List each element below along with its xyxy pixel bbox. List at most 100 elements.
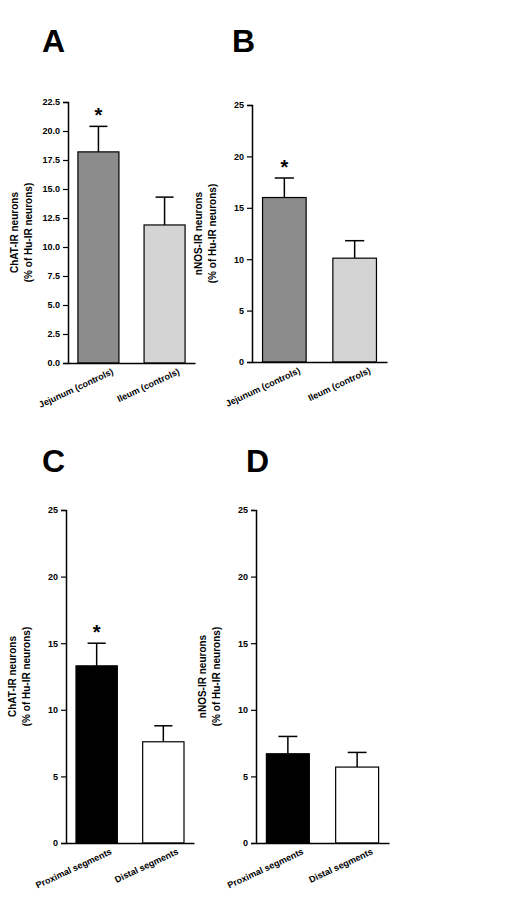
tick-label: 17.5 (42, 155, 60, 165)
x-axis: Proximal segmentsDistal segments (226, 843, 390, 890)
tick-label: 5.0 (47, 300, 60, 310)
tick-label: 20 (234, 152, 244, 162)
category-tick: Proximal segments (226, 843, 305, 890)
x-axis-line (253, 362, 388, 364)
category-label: Ileum (controls) (307, 365, 372, 403)
error-bar (348, 752, 367, 767)
panel-title: C (42, 443, 65, 479)
tick-mark (247, 259, 252, 260)
tick-label: 25 (238, 505, 248, 515)
error-stem (354, 241, 356, 258)
tick-label: 20 (48, 572, 58, 582)
tick-mark (63, 334, 68, 335)
error-cap (345, 240, 364, 242)
error-stem (96, 643, 98, 666)
tick: 12.5 (42, 213, 68, 223)
tick-mark (63, 131, 68, 132)
figure: A0.02.55.07.510.012.515.017.520.022.5Jej… (0, 0, 515, 918)
tick-label: 0 (243, 838, 248, 848)
category-tick: Jejunum (controls) (224, 362, 302, 409)
error-stem (356, 752, 358, 767)
tick-mark (63, 276, 68, 277)
error-cap (154, 725, 172, 727)
tick-label: 0 (53, 838, 58, 848)
category-label: Proximal segments (34, 846, 113, 890)
plot-area (266, 736, 378, 843)
category-label: Jejunum (controls) (224, 365, 302, 408)
tick-mark (247, 105, 252, 106)
tick-mark (63, 160, 68, 161)
tick-label: 10.0 (42, 242, 60, 252)
error-bar (89, 126, 107, 152)
tick: 20.0 (42, 126, 68, 136)
tick-mark (61, 843, 66, 844)
y-axis-line (63, 103, 69, 364)
x-axis-line (69, 363, 196, 365)
panel: B0510152025Jejunum (controls)Ileum (cont… (193, 23, 388, 409)
error-bar (275, 178, 294, 198)
tick-mark (247, 156, 252, 157)
tick: 0 (243, 838, 256, 848)
tick-label: 0.0 (47, 358, 60, 368)
tick-label: 7.5 (47, 271, 60, 281)
tick: 10 (238, 705, 256, 715)
panel-title: B (232, 23, 255, 59)
tick-label: 2.5 (47, 329, 60, 339)
category-label: Jejunum (controls) (37, 366, 115, 409)
error-cap (156, 196, 174, 198)
category-tick: Ileum (controls) (116, 363, 181, 404)
plot-area (76, 643, 184, 843)
y-axis-title: (% of Hu-IR neurons) (207, 184, 218, 283)
tick-label: 15 (48, 639, 58, 649)
tick: 0 (239, 357, 252, 367)
tick-mark (63, 218, 68, 219)
tick: 10.0 (42, 242, 68, 252)
error-stem (284, 178, 286, 198)
tick: 5 (239, 306, 252, 316)
tick: 5 (243, 772, 256, 782)
error-stem (287, 736, 289, 753)
tick: 15 (238, 639, 256, 649)
tick: 20 (234, 152, 252, 162)
y-axis-line (251, 511, 257, 844)
panel: C0510152025Proximal segmentsDistal segme… (7, 443, 195, 890)
tick-mark (251, 510, 256, 511)
category-tick: Ileum (controls) (307, 362, 372, 403)
y-axis-title: nNOS-IR neurons (193, 191, 204, 275)
tick-label: 5 (53, 772, 58, 782)
y-axis: 0.02.55.07.510.012.515.017.520.022.5 (42, 97, 68, 368)
tick-mark (63, 363, 68, 364)
y-axis: 0 5 10 15 20 25 (238, 505, 257, 848)
tick-mark (251, 710, 256, 711)
panel: A0.02.55.07.510.012.515.017.520.022.5Jej… (9, 23, 196, 410)
y-axis-title: (% of Hu-IR neurons) (211, 627, 222, 726)
tick: 17.5 (42, 155, 68, 165)
significance-marker: * (280, 156, 288, 178)
category-label: Distal segments (307, 846, 374, 884)
x-axis: Jejunum (controls)Ileum (controls) (224, 362, 387, 409)
y-axis: 0510152025 (48, 505, 67, 848)
panel: D0510152025Proximal segmentsDistal segme… (197, 443, 390, 890)
error-bar (278, 736, 297, 753)
tick: 20 (48, 572, 66, 582)
tick: 10 (234, 255, 252, 265)
tick-label: 20.0 (42, 126, 60, 136)
tick-label: 15 (238, 639, 248, 649)
bar (144, 225, 185, 363)
category-tick: Jejunum (controls) (37, 363, 115, 410)
tick-mark (63, 247, 68, 248)
category-label: Ileum (controls) (116, 366, 181, 404)
tick: 25 (234, 100, 252, 110)
x-axis-line (257, 843, 390, 845)
tick-mark (61, 710, 66, 711)
tick: 20 (238, 572, 256, 582)
bar (266, 754, 309, 843)
bar (78, 152, 119, 363)
tick-label: 10 (234, 255, 244, 265)
tick-mark (251, 776, 256, 777)
tick: 25 (48, 505, 66, 515)
tick-mark (247, 362, 252, 363)
y-axis: 0510152025 (234, 100, 253, 367)
tick-label: 5 (243, 772, 248, 782)
tick-label: 10 (238, 705, 248, 715)
